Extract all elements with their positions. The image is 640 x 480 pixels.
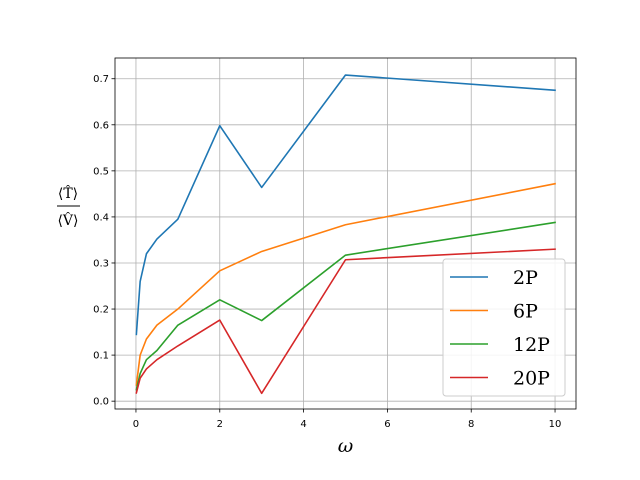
x-axis-label: ω xyxy=(338,435,354,457)
y-tick-label: 0.5 xyxy=(93,166,109,177)
legend-label: 6P xyxy=(513,301,538,323)
series-line-20p xyxy=(135,248,556,395)
y-tick-label: 0.1 xyxy=(93,351,109,362)
legend-label: 2P xyxy=(513,267,538,289)
x-tick-label: 6 xyxy=(384,419,390,430)
y-tick-label: 0.2 xyxy=(93,305,109,316)
y-axis-label-denominator: ⟨V̂⟩ xyxy=(57,211,78,229)
y-axis-label-numerator: ⟨T̂⟩ xyxy=(58,184,78,202)
grid xyxy=(115,58,576,409)
legend-item-20p: 20P xyxy=(450,368,550,390)
axis-ticks: 0 2 4 6 8 10 0.0 0.1 0.2 0.3 0.4 0.5 0.6 0.7 xyxy=(93,74,561,430)
series-line-12p xyxy=(135,221,556,391)
y-tick-label: 0.0 xyxy=(93,397,109,408)
legend: 2P 6P 12P 20P xyxy=(442,258,566,397)
y-tick-label: 0.3 xyxy=(93,258,109,269)
legend-item-2p: 2P xyxy=(450,267,538,289)
plot-frame xyxy=(114,57,577,410)
series-line-6p xyxy=(135,182,556,386)
legend-label: 12P xyxy=(513,334,550,356)
x-tick-label: 4 xyxy=(300,419,306,430)
x-tick-label: 10 xyxy=(549,419,562,430)
legend-item-12p: 12P xyxy=(450,334,550,356)
x-tick-label: 2 xyxy=(217,419,223,430)
legend-box xyxy=(442,258,566,397)
series-line-2p xyxy=(135,74,556,336)
series-lines xyxy=(135,74,556,395)
y-tick-label: 0.4 xyxy=(93,212,109,223)
x-tick-label: 0 xyxy=(133,419,139,430)
legend-item-6p: 6P xyxy=(450,301,538,323)
legend-label: 20P xyxy=(513,368,550,390)
y-axis-label: ⟨T̂⟩ ⟨V̂⟩ xyxy=(57,184,80,229)
y-tick-label: 0.6 xyxy=(93,120,109,131)
y-tick-label: 0.7 xyxy=(93,74,109,85)
x-tick-label: 8 xyxy=(468,419,474,430)
